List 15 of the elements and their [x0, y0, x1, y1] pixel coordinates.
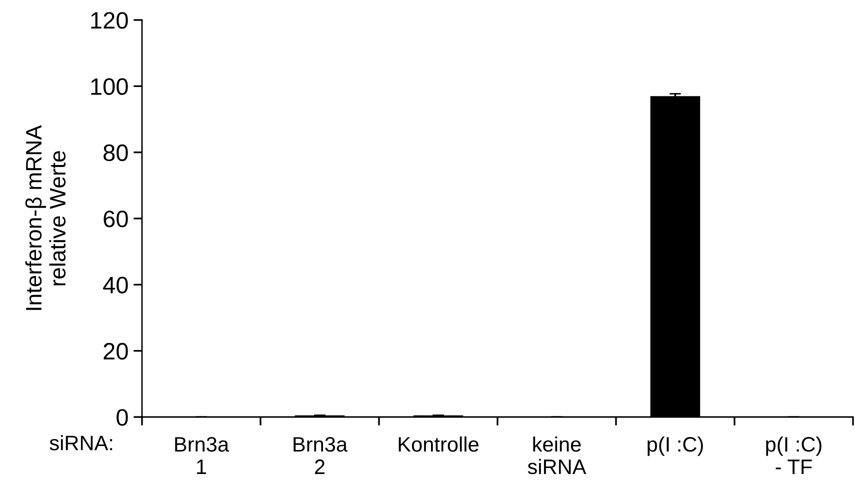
x-tick-label: Brn3a 2 — [294, 436, 348, 474]
x-tick-label: p(I :C) - TF — [766, 436, 822, 474]
y-tick-label: 20 — [104, 342, 128, 360]
y-tick-label: 60 — [104, 210, 128, 228]
x-tick-label: p(I :C) — [648, 436, 703, 456]
y-tick-label: 40 — [103, 276, 128, 294]
y-tick-label: 120 — [91, 12, 128, 29]
y-tick-label: 100 — [91, 78, 128, 95]
x-tick-label: Kontrolle — [398, 436, 478, 452]
x-tick-label: Brn3a 1 — [175, 436, 230, 474]
x-tick-label: keine siRNA — [528, 436, 586, 474]
y-tick-label: 0 — [116, 409, 128, 426]
y-axis-title: Interferon-β mRNA relative Werte — [25, 125, 66, 310]
x-axis-title: siRNA: — [50, 435, 112, 450]
y-tick-label: 80 — [104, 144, 128, 162]
